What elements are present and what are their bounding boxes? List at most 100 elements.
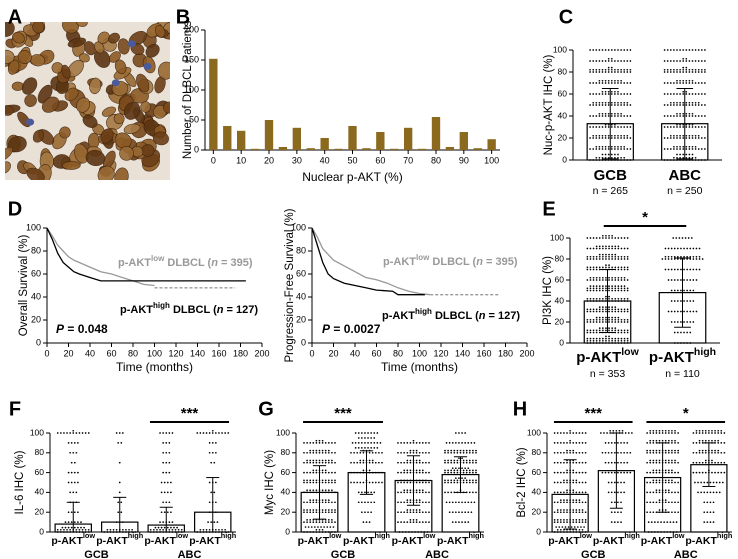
data-dot bbox=[418, 442, 421, 444]
data-dot bbox=[620, 511, 622, 514]
data-dot bbox=[673, 289, 676, 292]
data-dot bbox=[614, 337, 617, 340]
data-dot bbox=[610, 68, 613, 71]
data-dot bbox=[679, 123, 681, 126]
data-dot bbox=[605, 310, 607, 313]
data-dot bbox=[608, 287, 610, 290]
data-dot bbox=[309, 499, 312, 501]
data-dot bbox=[620, 318, 623, 321]
data-dot bbox=[605, 297, 607, 300]
data-dot bbox=[694, 104, 697, 106]
data-dot bbox=[353, 461, 355, 464]
data-dot bbox=[664, 429, 667, 432]
data-dot bbox=[595, 287, 598, 290]
significance-label: *** bbox=[181, 405, 199, 422]
data-dot bbox=[629, 471, 632, 474]
data-dot bbox=[669, 68, 672, 71]
data-dot bbox=[608, 255, 610, 258]
data-dot bbox=[327, 511, 330, 514]
data-dot bbox=[626, 268, 629, 271]
data-dot bbox=[378, 451, 380, 454]
bar bbox=[459, 132, 468, 150]
data-dot bbox=[669, 104, 672, 106]
data-dot bbox=[700, 159, 703, 161]
data-dot bbox=[614, 285, 617, 287]
data-dot bbox=[606, 432, 608, 434]
data-dot bbox=[418, 481, 421, 484]
data-dot bbox=[374, 451, 377, 454]
data-dot bbox=[617, 134, 619, 137]
data-dot bbox=[598, 337, 601, 340]
data-dot bbox=[128, 528, 130, 531]
data-dot bbox=[694, 145, 697, 148]
data-dot bbox=[447, 451, 449, 454]
data-dot bbox=[586, 310, 589, 313]
data-dot bbox=[456, 451, 459, 454]
data-dot bbox=[595, 101, 598, 104]
data-dot bbox=[584, 471, 587, 474]
data-dot bbox=[468, 491, 471, 494]
data-dot bbox=[70, 526, 73, 529]
data-dot bbox=[701, 258, 704, 260]
data-dot bbox=[676, 134, 678, 137]
data-dot bbox=[704, 159, 706, 161]
data-dot bbox=[210, 491, 213, 494]
data-dot bbox=[468, 459, 471, 462]
data-dot bbox=[553, 442, 556, 444]
data-dot bbox=[556, 509, 559, 511]
x-tick-label: p-AKTlow bbox=[298, 531, 342, 546]
data-dot bbox=[400, 521, 402, 523]
data-dot bbox=[682, 112, 685, 115]
data-dot bbox=[691, 153, 694, 156]
y-tick-label: 60 bbox=[281, 467, 291, 477]
data-dot bbox=[664, 481, 667, 484]
data-dot bbox=[620, 49, 622, 51]
data-dot bbox=[607, 491, 610, 494]
data-dot bbox=[626, 337, 629, 340]
data-dot bbox=[610, 134, 613, 137]
data-dot bbox=[421, 491, 424, 494]
data-dot bbox=[589, 321, 592, 323]
data-dot bbox=[613, 442, 616, 444]
data-dot bbox=[666, 521, 669, 523]
label-superscript: low bbox=[83, 531, 96, 540]
x-tick-label: 200 bbox=[254, 348, 269, 358]
data-dot bbox=[620, 247, 623, 250]
data-dot bbox=[679, 93, 681, 95]
error-bar-group bbox=[702, 442, 716, 487]
data-dot bbox=[666, 159, 669, 161]
data-dot bbox=[205, 432, 208, 434]
data-dot bbox=[685, 66, 688, 69]
data-dot bbox=[418, 489, 421, 492]
error-bar-group bbox=[113, 496, 127, 532]
data-dot bbox=[672, 531, 675, 533]
data-dot bbox=[400, 511, 402, 514]
data-dot bbox=[327, 531, 330, 533]
data-dot bbox=[646, 491, 648, 494]
data-dot bbox=[400, 491, 402, 494]
data-dot bbox=[667, 501, 670, 504]
data-dot bbox=[673, 104, 675, 106]
data-dot bbox=[468, 471, 471, 474]
data-dot bbox=[620, 79, 622, 82]
data-dot bbox=[592, 60, 595, 62]
data-dot bbox=[670, 310, 673, 313]
data-dot bbox=[168, 501, 171, 504]
data-dot bbox=[455, 432, 457, 434]
data-dot bbox=[611, 339, 614, 342]
data-dot bbox=[617, 342, 620, 344]
data-dot bbox=[450, 471, 453, 474]
data-dot bbox=[605, 276, 607, 279]
data-dot bbox=[168, 471, 171, 474]
data-dot bbox=[224, 432, 226, 434]
data-dot bbox=[331, 521, 333, 523]
data-dot bbox=[605, 247, 607, 250]
data-dot bbox=[620, 339, 623, 342]
data-dot bbox=[78, 528, 81, 531]
data-dot bbox=[703, 481, 706, 484]
data-dot bbox=[451, 511, 454, 514]
data-dot bbox=[166, 481, 169, 484]
data-dot bbox=[666, 49, 669, 51]
data-dot bbox=[162, 432, 164, 434]
data-dot bbox=[681, 237, 684, 239]
